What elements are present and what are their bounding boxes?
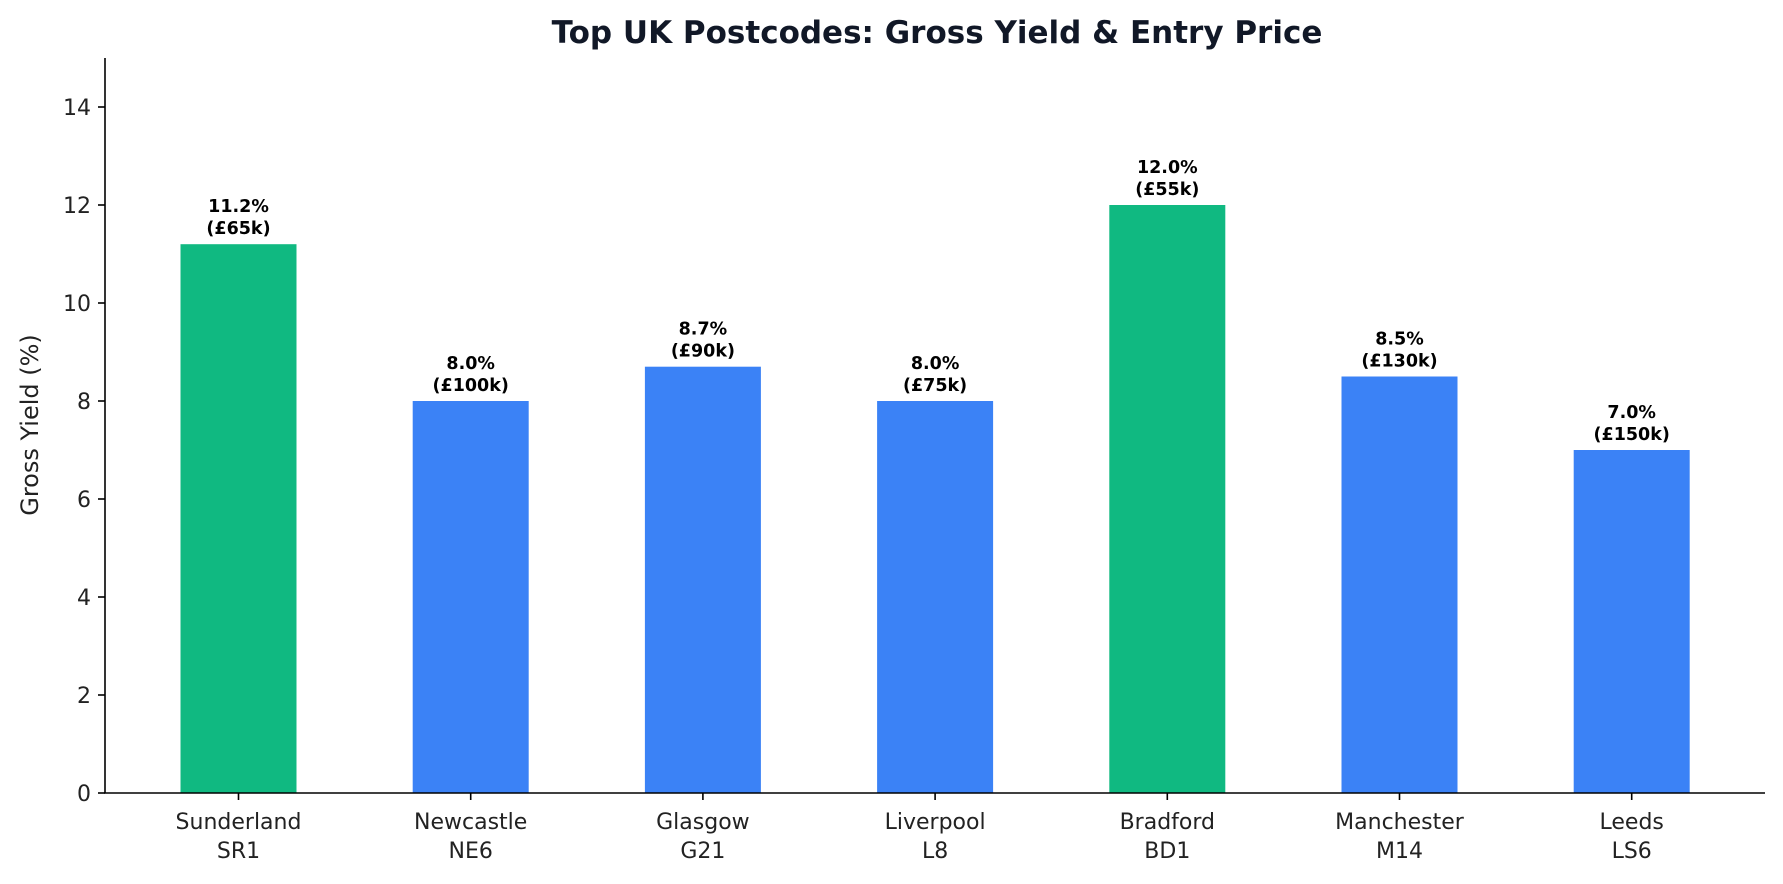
x-tick-label-name: Newcastle <box>414 810 527 835</box>
x-tick-label-name: Liverpool <box>885 810 986 835</box>
data-label-price: (£55k) <box>1135 180 1199 200</box>
bar[interactable] <box>644 366 761 793</box>
x-axis-ticks: Sunderland SR1 Newcastle NE6 Glasgow G21 Liver… <box>176 793 1664 864</box>
bar[interactable] <box>180 244 297 793</box>
data-label-price: (£150k) <box>1594 425 1670 445</box>
x-tick-label-code: NE6 <box>449 839 493 864</box>
data-label-yield: 11.2% <box>208 197 269 217</box>
data-label-price: (£90k) <box>671 342 735 362</box>
x-tick-label-name: Bradford <box>1120 810 1215 835</box>
bar[interactable] <box>877 401 994 793</box>
x-tick-label-name: Manchester <box>1335 810 1465 835</box>
bars-group <box>180 205 1690 794</box>
y-tick-label: 2 <box>77 684 91 709</box>
y-tick-label: 0 <box>77 782 91 807</box>
x-tick-label-name: Glasgow <box>656 810 750 835</box>
data-label-yield: 8.0% <box>446 354 495 374</box>
x-tick-label-code: BD1 <box>1144 839 1190 864</box>
x-tick-label-name: Leeds <box>1600 810 1664 835</box>
y-axis-label: Gross Yield (%) <box>16 334 44 516</box>
y-tick-label: 12 <box>63 194 91 219</box>
bar[interactable] <box>412 401 529 793</box>
data-label-yield: 8.7% <box>679 320 728 340</box>
x-tick-label-name: Sunderland <box>176 810 302 835</box>
y-tick-label: 8 <box>77 390 91 415</box>
x-tick-label-code: L8 <box>922 839 948 864</box>
bar[interactable] <box>1573 450 1690 793</box>
y-tick-label: 10 <box>63 292 91 317</box>
y-tick-label: 6 <box>77 488 91 513</box>
x-tick-label-code: M14 <box>1376 839 1423 864</box>
data-label-yield: 8.5% <box>1375 330 1424 350</box>
data-label-price: (£100k) <box>433 376 509 396</box>
data-labels-group: 11.2%(£65k)8.0%(£100k)8.7%(£90k)8.0%(£75… <box>206 158 1669 445</box>
bar[interactable] <box>1341 376 1458 794</box>
data-label-price: (£65k) <box>206 219 270 239</box>
x-tick-label-code: G21 <box>680 839 725 864</box>
x-tick-label-code: SR1 <box>217 839 260 864</box>
data-label-price: (£130k) <box>1361 352 1437 372</box>
data-label-yield: 8.0% <box>911 354 960 374</box>
y-tick-label: 4 <box>77 586 91 611</box>
data-label-yield: 12.0% <box>1137 158 1198 178</box>
y-axis-ticks: 0 2 4 6 8 10 12 14 <box>63 96 105 807</box>
bar[interactable] <box>1109 205 1226 793</box>
y-tick-label: 14 <box>63 96 91 121</box>
x-tick-label-code: LS6 <box>1612 839 1652 864</box>
data-label-price: (£75k) <box>903 376 967 396</box>
data-label-yield: 7.0% <box>1607 403 1656 423</box>
chart-title: Top UK Postcodes: Gross Yield & Entry Pr… <box>552 15 1323 51</box>
